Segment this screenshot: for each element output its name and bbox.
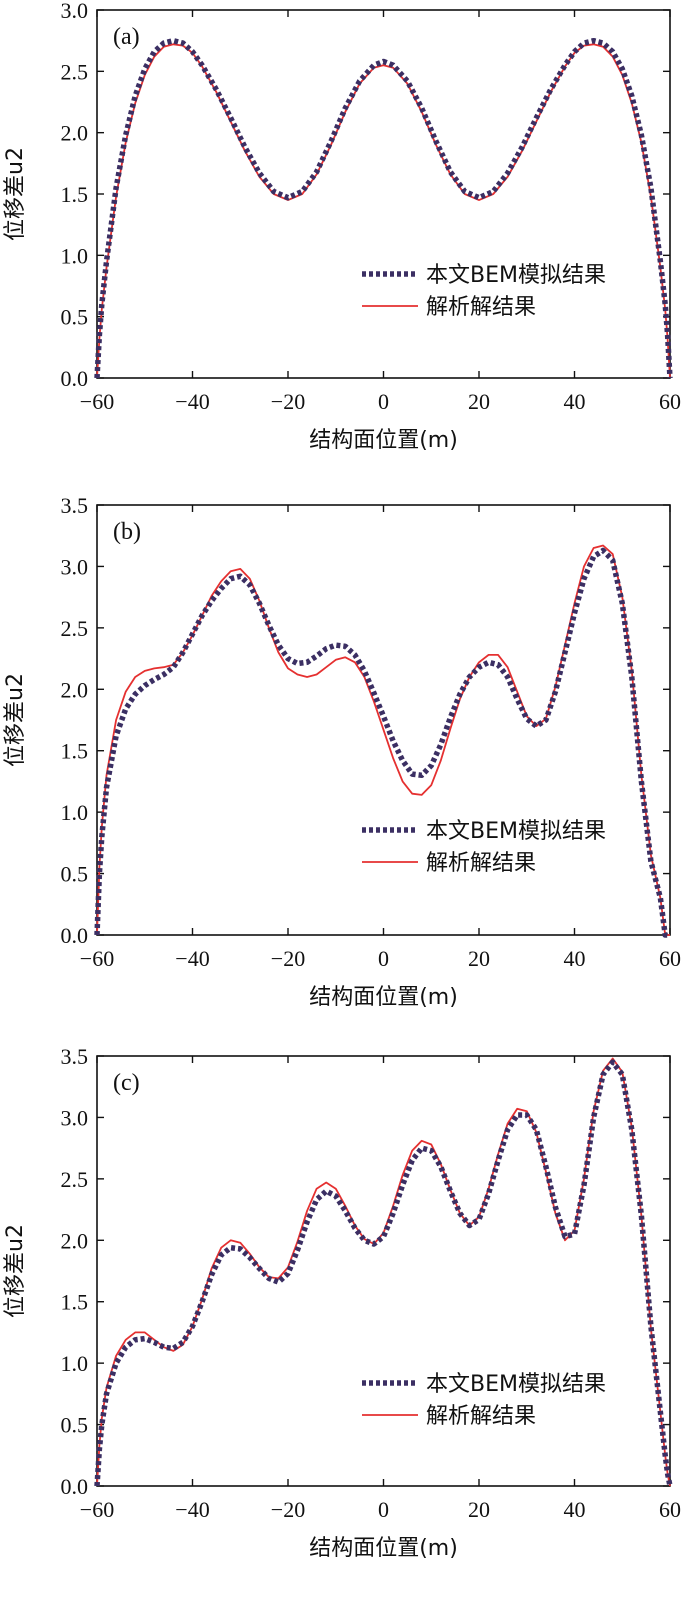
chart-panel-b: −60 −40 −20 0 20 40 60 0.0 0.5 1.0 1.5 2.0 2.5 3.0 3.5… bbox=[3, 493, 681, 1010]
y-tick-label: 0.5 bbox=[61, 1413, 89, 1438]
y-tick-label: 1.5 bbox=[61, 739, 89, 764]
x-tick-label: 60 bbox=[659, 389, 681, 414]
series-line-bem bbox=[94, 37, 673, 379]
y-tick-label: 2.0 bbox=[61, 1228, 89, 1253]
x-tick-label: 20 bbox=[468, 946, 490, 971]
y-axis-label: 位移差u2 bbox=[3, 673, 28, 767]
y-tick-label: 1.0 bbox=[61, 243, 89, 268]
y-tick-label: 0.0 bbox=[61, 366, 89, 391]
legend-label-bem: 本文BEM模拟结果 bbox=[426, 819, 606, 844]
x-tick-label: 0 bbox=[378, 1497, 389, 1522]
y-tick-label: 2.5 bbox=[61, 59, 89, 84]
x-tick-label: 40 bbox=[564, 1497, 586, 1522]
x-tick-label: −40 bbox=[175, 389, 209, 414]
y-tick-label: 0.5 bbox=[61, 862, 89, 887]
y-tick-label: 3.5 bbox=[61, 493, 89, 518]
x-axis-label: 结构面位置(m) bbox=[309, 1536, 458, 1561]
y-tick-label: 0.0 bbox=[61, 923, 89, 948]
y-tick-label: 2.5 bbox=[61, 616, 89, 641]
y-tick-label: 2.0 bbox=[61, 677, 89, 702]
legend-label-bem: 本文BEM模拟结果 bbox=[426, 1372, 606, 1397]
series-line-analytic bbox=[96, 1057, 671, 1487]
y-tick-label: 0.0 bbox=[61, 1474, 89, 1499]
x-tick-label: −40 bbox=[175, 946, 209, 971]
series-line-analytic bbox=[96, 43, 671, 379]
x-tick-label: 0 bbox=[378, 389, 389, 414]
x-tick-label: 60 bbox=[659, 1497, 681, 1522]
chart-panel-a: −60 −40 −20 0 20 40 60 0.0 0.5 1.0 1.5 2.0 2.5 3.0 结构面… bbox=[3, 0, 681, 453]
series-line-bem bbox=[94, 1059, 673, 1487]
x-tick-label: 40 bbox=[564, 389, 586, 414]
series-line-bem bbox=[94, 547, 671, 938]
y-tick-label: 2.5 bbox=[61, 1167, 89, 1192]
y-tick-label: 1.0 bbox=[61, 800, 89, 825]
x-tick-label: 40 bbox=[564, 946, 586, 971]
x-tick-label: 20 bbox=[468, 1497, 490, 1522]
panel-tag: (c) bbox=[113, 1070, 140, 1096]
y-tick-label: 1.5 bbox=[61, 182, 89, 207]
x-tick-label: −60 bbox=[80, 946, 114, 971]
panel-tag: (b) bbox=[113, 519, 141, 545]
y-tick-label: 3.0 bbox=[61, 1105, 89, 1130]
x-tick-label: −20 bbox=[271, 1497, 305, 1522]
y-tick-label: 3.0 bbox=[61, 0, 89, 23]
x-tick-label: −60 bbox=[80, 389, 114, 414]
y-tick-label: 1.0 bbox=[61, 1351, 89, 1376]
x-axis-label: 结构面位置(m) bbox=[309, 985, 458, 1010]
y-tick-label: 3.0 bbox=[61, 554, 89, 579]
x-tick-label: −20 bbox=[271, 946, 305, 971]
y-tick-label: 0.5 bbox=[61, 305, 89, 330]
y-tick-label: 2.0 bbox=[61, 121, 89, 146]
chart-panel-c: −60 −40 −20 0 20 40 60 0.0 0.5 1.0 1.5 2.0 2.5 3.0 3.5… bbox=[3, 1044, 681, 1561]
x-tick-label: 20 bbox=[468, 389, 490, 414]
x-tick-label: 0 bbox=[378, 946, 389, 971]
panel-tag: (a) bbox=[113, 24, 140, 50]
x-tick-label: −20 bbox=[271, 389, 305, 414]
y-tick-label: 1.5 bbox=[61, 1290, 89, 1315]
x-tick-label: 60 bbox=[659, 946, 681, 971]
legend-label-analytic: 解析解结果 bbox=[426, 851, 536, 876]
x-axis-label: 结构面位置(m) bbox=[309, 428, 458, 453]
series-line-analytic bbox=[96, 544, 670, 936]
legend-label-bem: 本文BEM模拟结果 bbox=[426, 263, 606, 288]
y-axis-label: 位移差u2 bbox=[3, 147, 28, 241]
x-tick-label: −40 bbox=[175, 1497, 209, 1522]
plot-frame bbox=[96, 1055, 671, 1487]
y-axis-label: 位移差u2 bbox=[3, 1224, 28, 1318]
y-tick-label: 3.5 bbox=[61, 1044, 89, 1069]
x-tick-label: −60 bbox=[80, 1497, 114, 1522]
legend-label-analytic: 解析解结果 bbox=[426, 295, 536, 320]
legend-label-analytic: 解析解结果 bbox=[426, 1404, 536, 1429]
